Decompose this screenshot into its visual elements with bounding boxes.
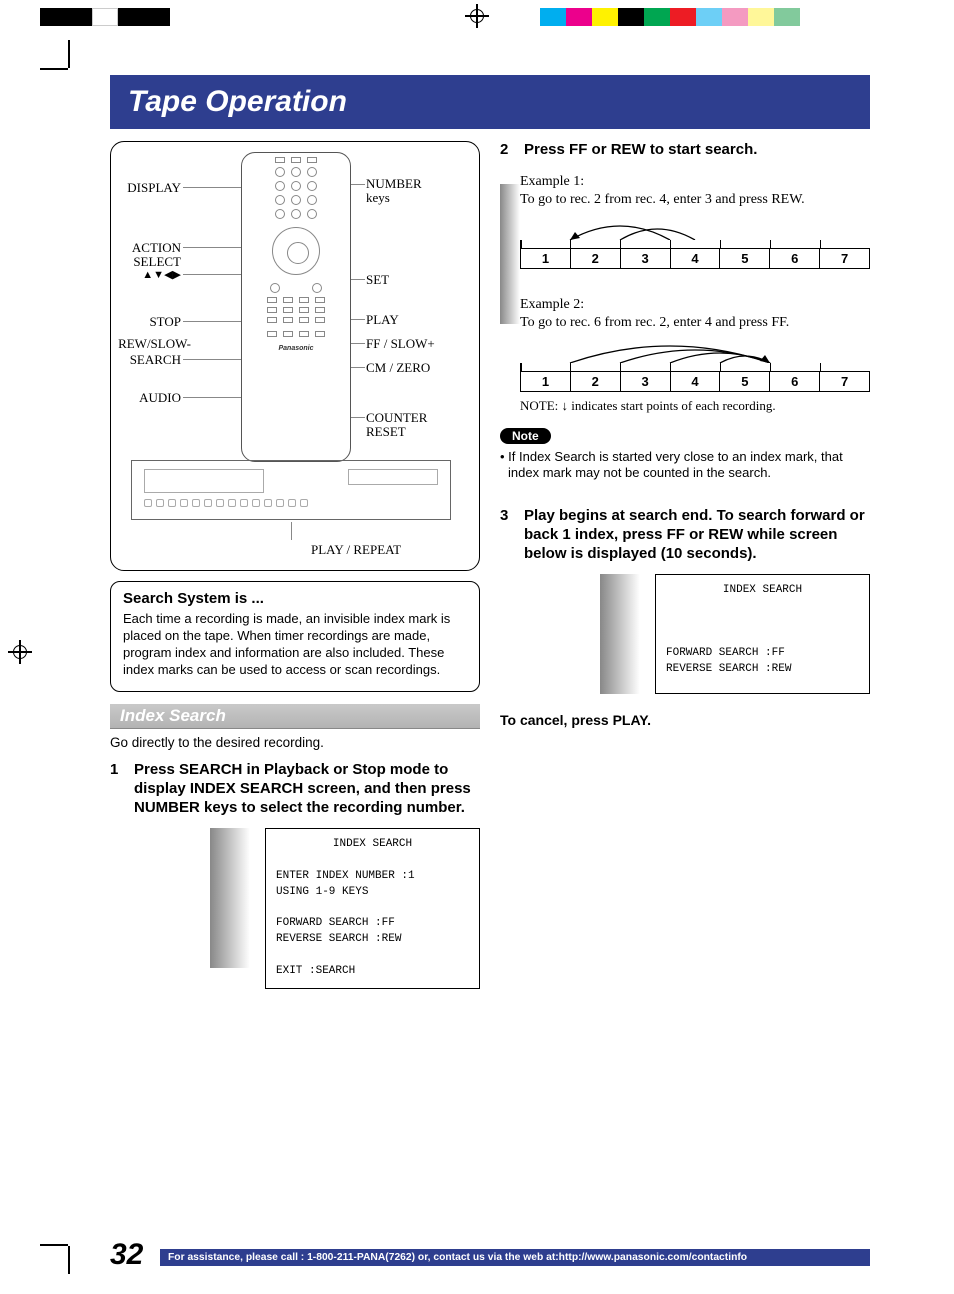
registration-mark-left [8, 640, 32, 664]
osd-2-l2: REVERSE SEARCH :REW [666, 662, 859, 678]
rec-cell: 2 [571, 249, 621, 268]
callout-stop: STOP [121, 314, 181, 330]
step-1-text: Press SEARCH in Playback or Stop mode to… [134, 761, 480, 817]
rec-cell: 3 [621, 372, 671, 391]
rec-cell: 4 [671, 372, 721, 391]
callout-keys: keys [366, 190, 390, 206]
rec-cell: 1 [521, 249, 571, 268]
callout-play: PLAY [366, 312, 399, 328]
rec-strip-1: 1234567 [520, 218, 870, 269]
callout-ffslow: FF / SLOW+ [366, 336, 435, 352]
callout-arrows: ▲▼◀▶ [121, 268, 181, 281]
cancel-text: To cancel, press PLAY. [500, 712, 870, 728]
vcr-body [131, 460, 451, 520]
callout-audio: AUDIO [121, 390, 181, 406]
step-3: 3 Play begins at search end. To search f… [500, 507, 870, 563]
color-bars-right [540, 8, 800, 26]
osd-1: INDEX SEARCH ENTER INDEX NUMBER :1 USING… [265, 828, 480, 989]
step-2-text: Press FF or REW to start search. [524, 141, 870, 160]
crop-mark [40, 1244, 70, 1274]
rec-cell: 3 [621, 249, 671, 268]
step-1: 1 Press SEARCH in Playback or Stop mode … [110, 761, 480, 817]
shadow-icon [500, 184, 520, 324]
step-1-num: 1 [110, 761, 124, 817]
osd-2: INDEX SEARCH FORWARD SEARCH :FF REVERSE … [655, 574, 870, 694]
remote-body: Panasonic [241, 152, 351, 462]
callout-playrepeat: PLAY / REPEAT [311, 542, 401, 558]
rec-cell: 5 [720, 249, 770, 268]
page-number: 32 [110, 1238, 143, 1272]
rec-cell: 5 [720, 372, 770, 391]
note-pill: Note [500, 428, 551, 444]
callout-search: SEARCH [121, 352, 181, 368]
search-system-title: Search System is ... [123, 590, 467, 607]
osd-1-l4: REVERSE SEARCH :REW [276, 932, 469, 948]
shadow-icon [600, 574, 640, 694]
shadow-icon [210, 828, 250, 968]
step-3-text: Play begins at search end. To search for… [524, 507, 870, 563]
osd-1-l1: ENTER INDEX NUMBER :1 [276, 869, 469, 885]
callout-cmzero: CM / ZERO [366, 360, 430, 376]
rec-cell: 6 [770, 249, 820, 268]
footer-bar: For assistance, please call : 1-800-211-… [160, 1249, 870, 1266]
note-arrow-text: NOTE: ↓ indicates start points of each r… [520, 398, 870, 414]
index-search-intro: Go directly to the desired recording. [110, 735, 480, 752]
osd-2-l1: FORWARD SEARCH :FF [666, 646, 859, 662]
rec-cell: 4 [671, 249, 721, 268]
note-body: • If Index Search is started very close … [500, 449, 870, 482]
step-2-num: 2 [500, 141, 514, 160]
crop-mark [40, 40, 70, 70]
example1-label: Example 1: [520, 174, 870, 190]
osd-1-l2: USING 1-9 KEYS [276, 885, 469, 901]
rec-cell: 6 [770, 372, 820, 391]
example2-desc: To go to rec. 6 from rec. 2, enter 4 and… [520, 315, 870, 331]
step-3-num: 3 [500, 507, 514, 563]
callout-reset: RESET [366, 424, 406, 440]
rec-cell: 2 [571, 372, 621, 391]
index-search-heading: Index Search [110, 704, 480, 729]
remote-diagram: DISPLAY ACTION SELECT ▲▼◀▶ STOP REW/SLOW… [110, 141, 480, 571]
page-title: Tape Operation [110, 75, 870, 129]
osd-1-l3: FORWARD SEARCH :FF [276, 916, 469, 932]
osd-1-l5: EXIT :SEARCH [276, 964, 469, 980]
osd-2-title: INDEX SEARCH [666, 583, 859, 599]
remote-brand: Panasonic [242, 345, 350, 352]
registration-mark-top [465, 4, 489, 28]
example2-label: Example 2: [520, 297, 870, 313]
search-system-box: Search System is ... Each time a recordi… [110, 581, 480, 692]
example1-desc: To go to rec. 2 from rec. 4, enter 3 and… [520, 192, 870, 208]
callout-rewslow: REW/SLOW- [111, 336, 191, 352]
color-bars-left [40, 8, 170, 26]
callout-set: SET [366, 272, 389, 288]
osd-1-title: INDEX SEARCH [276, 837, 469, 853]
rec-cell: 7 [820, 372, 869, 391]
step-2: 2 Press FF or REW to start search. [500, 141, 870, 160]
callout-display: DISPLAY [121, 180, 181, 196]
rec-strip-2: 1234567 [520, 341, 870, 392]
rec-cell: 7 [820, 249, 869, 268]
search-system-body: Each time a recording is made, an invisi… [123, 611, 467, 679]
rec-cell: 1 [521, 372, 571, 391]
